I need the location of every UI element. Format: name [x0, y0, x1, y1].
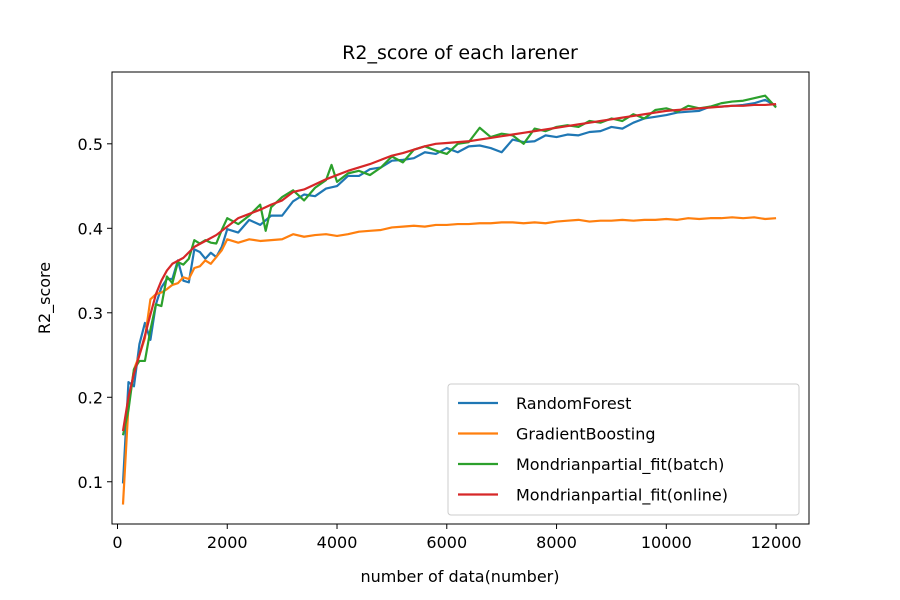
y-tick-label: 0.2 — [78, 388, 103, 407]
legend-label-3: Mondrianpartial_fit(batch) — [516, 455, 724, 475]
series-layer — [121, 94, 777, 505]
x-tick-label: 2000 — [207, 533, 248, 552]
series-line-4 — [121, 103, 777, 432]
x-axis-label: number of data(number) — [360, 567, 559, 586]
y-tick-label: 0.1 — [78, 473, 103, 492]
legend: RandomForest GradientBoosting Mondrianpart… — [447, 383, 800, 516]
legend-box — [447, 383, 800, 516]
y-axis-label: R2_score — [35, 262, 55, 334]
x-tick-label: 6000 — [426, 533, 467, 552]
plot-area — [121, 94, 777, 505]
y-tick-label: 0.5 — [78, 135, 103, 154]
x-tick-label: 10000 — [641, 533, 692, 552]
y-tick-label: 0.3 — [78, 304, 103, 323]
y-tick-label: 0.4 — [78, 219, 103, 238]
x-tick-label: 0 — [112, 533, 122, 552]
y-axis: 0.1 0.2 0.3 0.4 0.5 — [78, 135, 112, 492]
x-tick-label: 4000 — [317, 533, 358, 552]
chart-title: R2_score of each larener — [342, 42, 578, 64]
series-line-3 — [121, 94, 777, 436]
legend-label-1: RandomForest — [516, 394, 631, 413]
series-line-2 — [121, 216, 777, 505]
x-tick-label: 8000 — [536, 533, 577, 552]
legend-label-2: GradientBoosting — [516, 425, 656, 444]
legend-label-4: Mondrianpartial_fit(online) — [516, 486, 728, 506]
plot-frame — [111, 71, 810, 525]
x-tick-label: 12000 — [751, 533, 802, 552]
x-axis: 0 2000 4000 6000 8000 10000 12000 — [112, 524, 802, 552]
